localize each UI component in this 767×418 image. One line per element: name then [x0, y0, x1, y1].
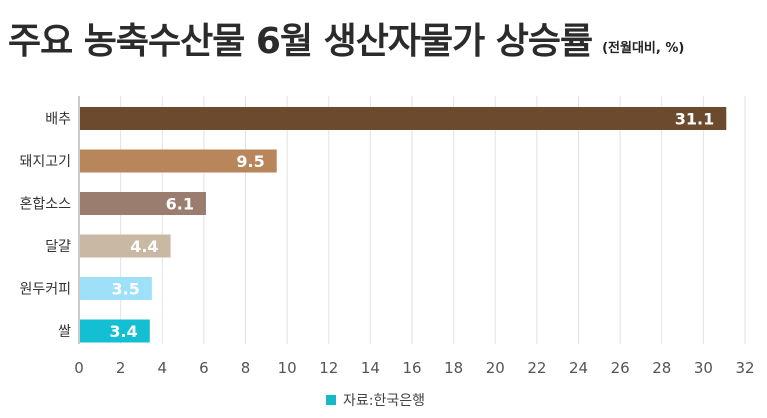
category-label: 원두커피	[19, 282, 71, 298]
x-tick-label: 28	[652, 359, 671, 377]
category-label: 쌀	[58, 324, 71, 340]
x-tick-label: 20	[486, 359, 505, 377]
x-tick-label: 10	[278, 359, 297, 377]
bar-value-label: 31.1	[675, 110, 714, 129]
x-tick-label: 0	[74, 359, 84, 377]
bar	[80, 149, 277, 173]
category-label: 혼합소스	[19, 197, 71, 213]
x-tick-label: 4	[157, 359, 167, 377]
bar-value-label: 6.1	[166, 195, 194, 214]
x-tick-label: 6	[199, 359, 209, 377]
bar	[80, 277, 152, 300]
x-tick-label: 8	[241, 359, 251, 377]
x-tick-label: 22	[527, 359, 546, 377]
bar	[80, 234, 171, 258]
bar	[80, 107, 727, 130]
source-swatch	[326, 395, 336, 405]
chart-title: 주요 농축수산물 6월 생산자물가 상승률	[8, 21, 593, 62]
bar-value-label: 4.4	[130, 237, 158, 256]
bar-value-label: 3.5	[112, 280, 140, 299]
category-label: 달걀	[45, 239, 71, 255]
source-text: 자료:한국은행	[343, 393, 425, 409]
source-note: 자료:한국은행	[326, 390, 425, 410]
x-tick-label: 32	[735, 359, 754, 377]
bar-value-label: 3.4	[109, 322, 137, 341]
x-tick-label: 24	[569, 359, 588, 377]
category-label: 배추	[45, 112, 71, 128]
title-row: 주요 농축수산물 6월 생산자물가 상승률 (전월대비, %)	[8, 8, 684, 64]
x-tick-label: 18	[444, 359, 463, 377]
x-tick-label: 14	[361, 359, 380, 377]
bar	[80, 192, 206, 215]
unit-note: (전월대비, %)	[602, 41, 685, 56]
bar	[80, 319, 150, 343]
x-tick-label: 16	[402, 359, 421, 377]
x-tick-label: 12	[319, 359, 338, 377]
x-tick-label: 26	[611, 359, 630, 377]
x-tick-label: 30	[694, 359, 713, 377]
x-tick-label: 2	[116, 359, 126, 377]
category-label: 돼지고기	[19, 154, 71, 170]
bar-value-label: 9.5	[236, 152, 264, 171]
